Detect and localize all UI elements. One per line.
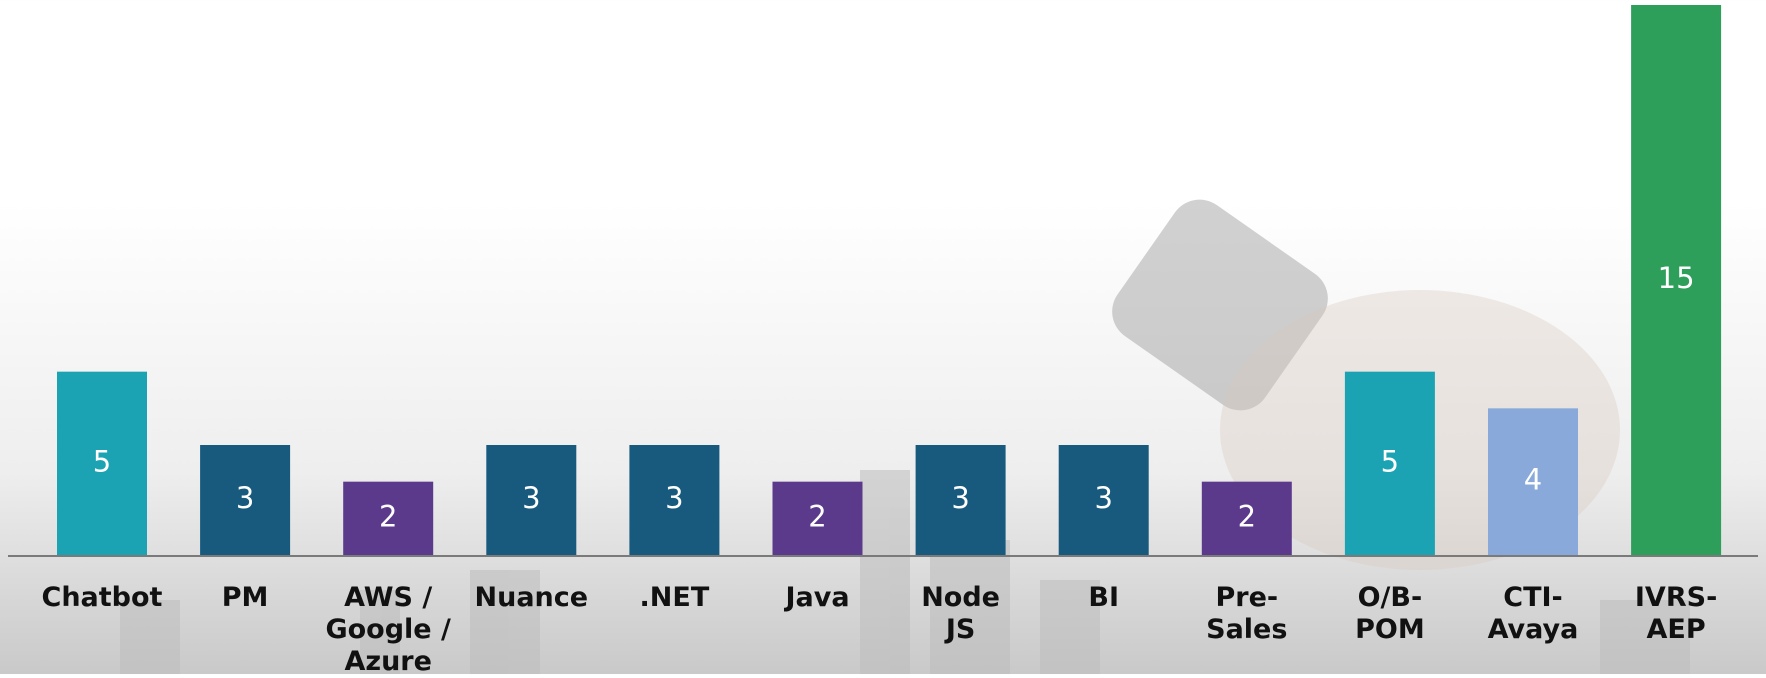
value-label: 3 bbox=[236, 481, 254, 515]
value-label: 3 bbox=[665, 481, 683, 515]
value-label: 5 bbox=[1381, 444, 1399, 478]
value-label: 2 bbox=[808, 499, 826, 533]
x-tick-label: AWS / Google / Azure bbox=[318, 582, 458, 678]
page: {"chart_data": {"type": "bar", "categori… bbox=[0, 0, 1766, 674]
x-tick-label: O/B- POM bbox=[1320, 582, 1460, 646]
x-tick-label: .NET bbox=[604, 582, 744, 614]
x-tick-label: Nuance bbox=[461, 582, 601, 614]
value-label: 3 bbox=[522, 481, 540, 515]
value-label: 15 bbox=[1658, 261, 1695, 295]
value-label: 4 bbox=[1524, 463, 1542, 497]
x-tick-label: CTI- Avaya bbox=[1463, 582, 1603, 646]
x-tick-label: Node JS bbox=[891, 582, 1031, 646]
value-label: 2 bbox=[379, 499, 397, 533]
value-label: 3 bbox=[1094, 481, 1112, 515]
value-label: 2 bbox=[1238, 499, 1256, 533]
value-label: 3 bbox=[951, 481, 969, 515]
x-tick-label: Pre-Sales bbox=[1177, 582, 1317, 646]
chart: 5 3 2 3 3 2 3 3 2 5 4 15 bbox=[0, 0, 1766, 674]
x-tick-label: Java bbox=[748, 582, 888, 614]
x-tick-label: BI bbox=[1034, 582, 1174, 614]
x-tick-label: Chatbot bbox=[32, 582, 172, 614]
x-tick-label: IVRS- AEP bbox=[1606, 582, 1746, 646]
value-label: 5 bbox=[93, 444, 111, 478]
x-tick-label: PM bbox=[175, 582, 315, 614]
